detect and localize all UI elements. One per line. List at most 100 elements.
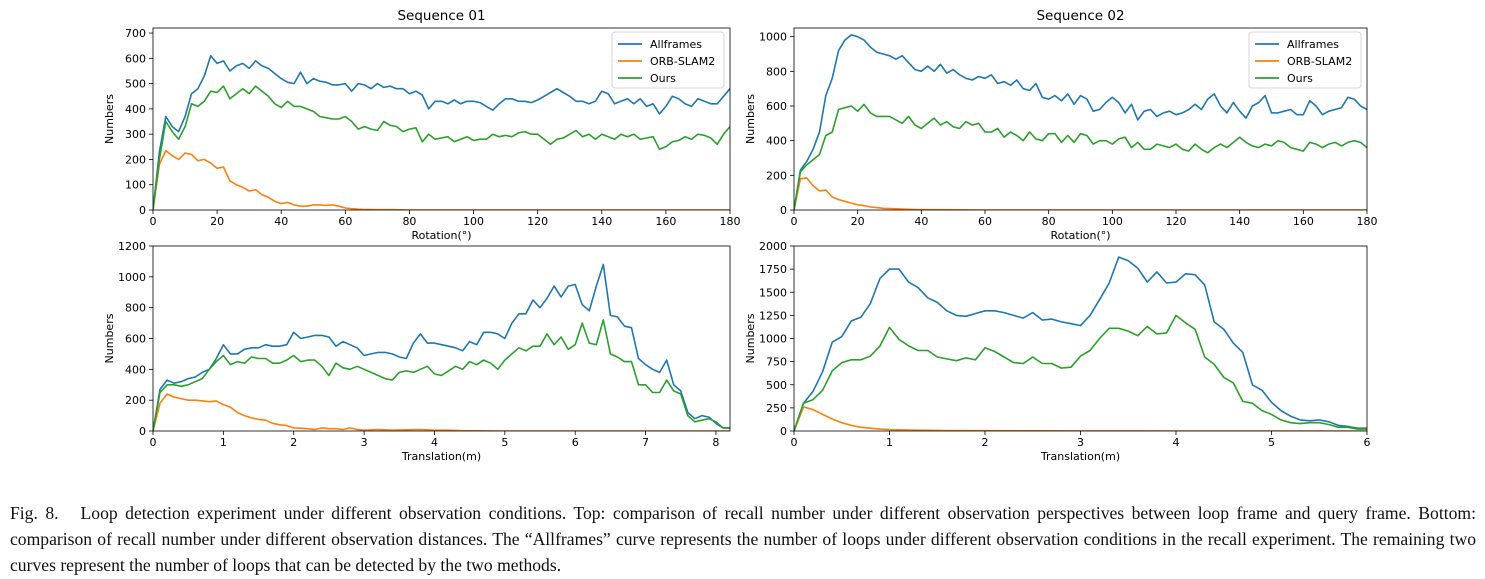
y-tick-label: 0: [139, 204, 146, 217]
y-tick-label: 1750: [759, 263, 787, 276]
x-tick-label: 120: [527, 215, 548, 228]
series-line-allframes: [794, 34, 1367, 210]
legend-label: Allframes: [1287, 38, 1339, 51]
x-tick-label: 0: [150, 215, 157, 228]
chart-panel-4: 0 1 2 3 4 5 6 0 250 500 750 1000 1250 1500 1750 2000 Tra…: [744, 240, 1371, 463]
x-tick-label: 0: [150, 436, 157, 449]
y-tick-label: 400: [766, 135, 787, 148]
x-tick-label: 180: [720, 215, 741, 228]
x-tick-label: 60: [978, 215, 992, 228]
y-tick-label: 500: [766, 379, 787, 392]
x-tick-label: 80: [1042, 215, 1056, 228]
axes-frame: [152, 27, 731, 211]
chart-title: Sequence 01: [397, 8, 485, 24]
x-tick-label: 6: [572, 436, 579, 449]
y-tick-label: 100: [125, 179, 146, 192]
x-tick-label: 80: [402, 215, 416, 228]
y-tick-label: 2000: [759, 240, 787, 253]
y-tick-label: 1250: [759, 309, 787, 322]
y-tick-label: 200: [125, 394, 146, 407]
x-tick-label: 60: [338, 215, 352, 228]
y-tick-label: 250: [766, 402, 787, 415]
x-tick-label: 100: [463, 215, 484, 228]
series-line-orb-slam2: [794, 177, 1367, 210]
axes-frame: [793, 27, 1368, 211]
y-tick-label: 400: [125, 363, 146, 376]
x-tick-label: 5: [501, 436, 508, 449]
series-line-ours: [794, 103, 1367, 210]
legend-label: Allframes: [650, 38, 702, 51]
chart-title: Sequence 02: [1036, 8, 1124, 24]
x-tick-label: 4: [1173, 436, 1180, 449]
x-tick-label: 40: [274, 215, 288, 228]
figure: 0 20 40 60 80 100 120 140 160 1800100200300400500…: [103, 8, 1378, 463]
series-line-ours: [153, 85, 730, 210]
x-axis-label: Translation(m): [1040, 450, 1120, 463]
y-tick-label: 500: [125, 78, 146, 91]
y-tick-label: 700: [125, 27, 146, 40]
figure-caption: Fig. 8. Loop detection experiment under d…: [10, 500, 1476, 578]
x-tick-label: 6: [1364, 436, 1371, 449]
y-tick-label: 1500: [759, 286, 787, 299]
x-tick-label: 4: [431, 436, 438, 449]
y-tick-label: 1000: [759, 31, 787, 44]
y-tick-label: 300: [125, 128, 146, 141]
x-axis-label: Rotation(°): [1050, 229, 1110, 242]
series-line-allframes: [153, 54, 730, 210]
axes-frame: [152, 245, 731, 432]
legend-label: Ours: [650, 72, 676, 85]
legend-label: ORB-SLAM2: [650, 55, 715, 68]
chart-panel-3: 0 1 2 3 4 5 6 7 8 0 200 400 600 800 1000 1200 Translatio…: [103, 240, 731, 463]
x-tick-label: 40: [914, 215, 928, 228]
chart-panel-2: 0 20 40 60 80 100 120 140 160 180 0 200 400 600 800 100…: [744, 8, 1378, 242]
y-tick-label: 800: [766, 65, 787, 78]
y-axis-label: Numbers: [744, 94, 757, 144]
x-axis-label: Rotation(°): [411, 229, 471, 242]
y-tick-label: 0: [139, 425, 146, 438]
y-axis-label: Numbers: [103, 94, 116, 144]
legend: Allframes ORB-SLAM2 Ours: [1248, 31, 1362, 89]
series-line-allframes: [794, 256, 1367, 431]
x-tick-label: 20: [851, 215, 865, 228]
y-tick-label: 400: [125, 103, 146, 116]
legend-box: [1248, 31, 1362, 89]
x-tick-label: 0: [791, 215, 798, 228]
y-tick-label: 600: [125, 52, 146, 65]
legend-box: [611, 31, 725, 89]
x-tick-label: 1: [886, 436, 893, 449]
x-tick-label: 3: [1077, 436, 1084, 449]
series-line-ours: [153, 319, 730, 431]
x-tick-label: 140: [591, 215, 612, 228]
x-tick-label: 7: [642, 436, 649, 449]
x-tick-label: 120: [1166, 215, 1187, 228]
x-tick-label: 8: [712, 436, 719, 449]
series-line-ours: [794, 314, 1367, 431]
y-axis-label: Numbers: [103, 313, 116, 363]
y-tick-label: 1000: [759, 333, 787, 346]
x-tick-label: 5: [1268, 436, 1275, 449]
x-tick-label: 160: [1293, 215, 1314, 228]
series-group: [153, 263, 730, 431]
x-tick-label: 20: [210, 215, 224, 228]
x-tick-label: 2: [982, 436, 989, 449]
y-tick-label: 0: [780, 425, 787, 438]
y-tick-label: 1200: [118, 240, 146, 253]
y-tick-label: 0: [780, 204, 787, 217]
legend: Allframes ORB-SLAM2 Ours: [611, 31, 725, 89]
x-tick-label: 180: [1357, 215, 1378, 228]
x-tick-label: 1: [220, 436, 227, 449]
x-tick-label: 160: [655, 215, 676, 228]
caption-text: Loop detection experiment under differen…: [10, 503, 1476, 575]
series-line-orb-slam2: [153, 393, 730, 431]
x-axis-label: Translation(m): [401, 450, 481, 463]
series-line-orb-slam2: [153, 149, 730, 210]
legend-label: Ours: [1287, 72, 1313, 85]
series-line-allframes: [153, 263, 730, 431]
series-group: [794, 256, 1367, 431]
caption-label: Fig. 8.: [10, 503, 59, 523]
y-tick-label: 600: [125, 333, 146, 346]
axes-frame: [793, 245, 1368, 432]
y-tick-label: 750: [766, 356, 787, 369]
x-tick-label: 140: [1229, 215, 1250, 228]
y-tick-label: 800: [125, 302, 146, 315]
